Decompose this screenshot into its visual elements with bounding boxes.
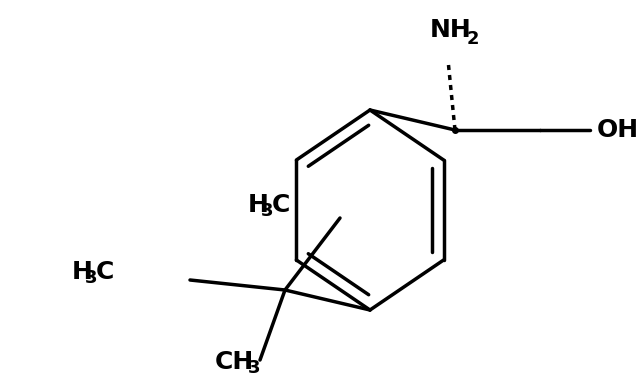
Text: 3: 3 xyxy=(248,359,260,377)
Text: 3: 3 xyxy=(85,269,97,287)
Text: H: H xyxy=(72,260,93,284)
Text: 2: 2 xyxy=(467,30,479,48)
Text: 3: 3 xyxy=(261,202,273,220)
Text: C: C xyxy=(272,193,291,217)
Text: NH: NH xyxy=(430,18,472,42)
Text: C: C xyxy=(96,260,115,284)
Text: H: H xyxy=(248,193,269,217)
Text: CH: CH xyxy=(215,350,254,374)
Text: OH: OH xyxy=(597,118,639,142)
